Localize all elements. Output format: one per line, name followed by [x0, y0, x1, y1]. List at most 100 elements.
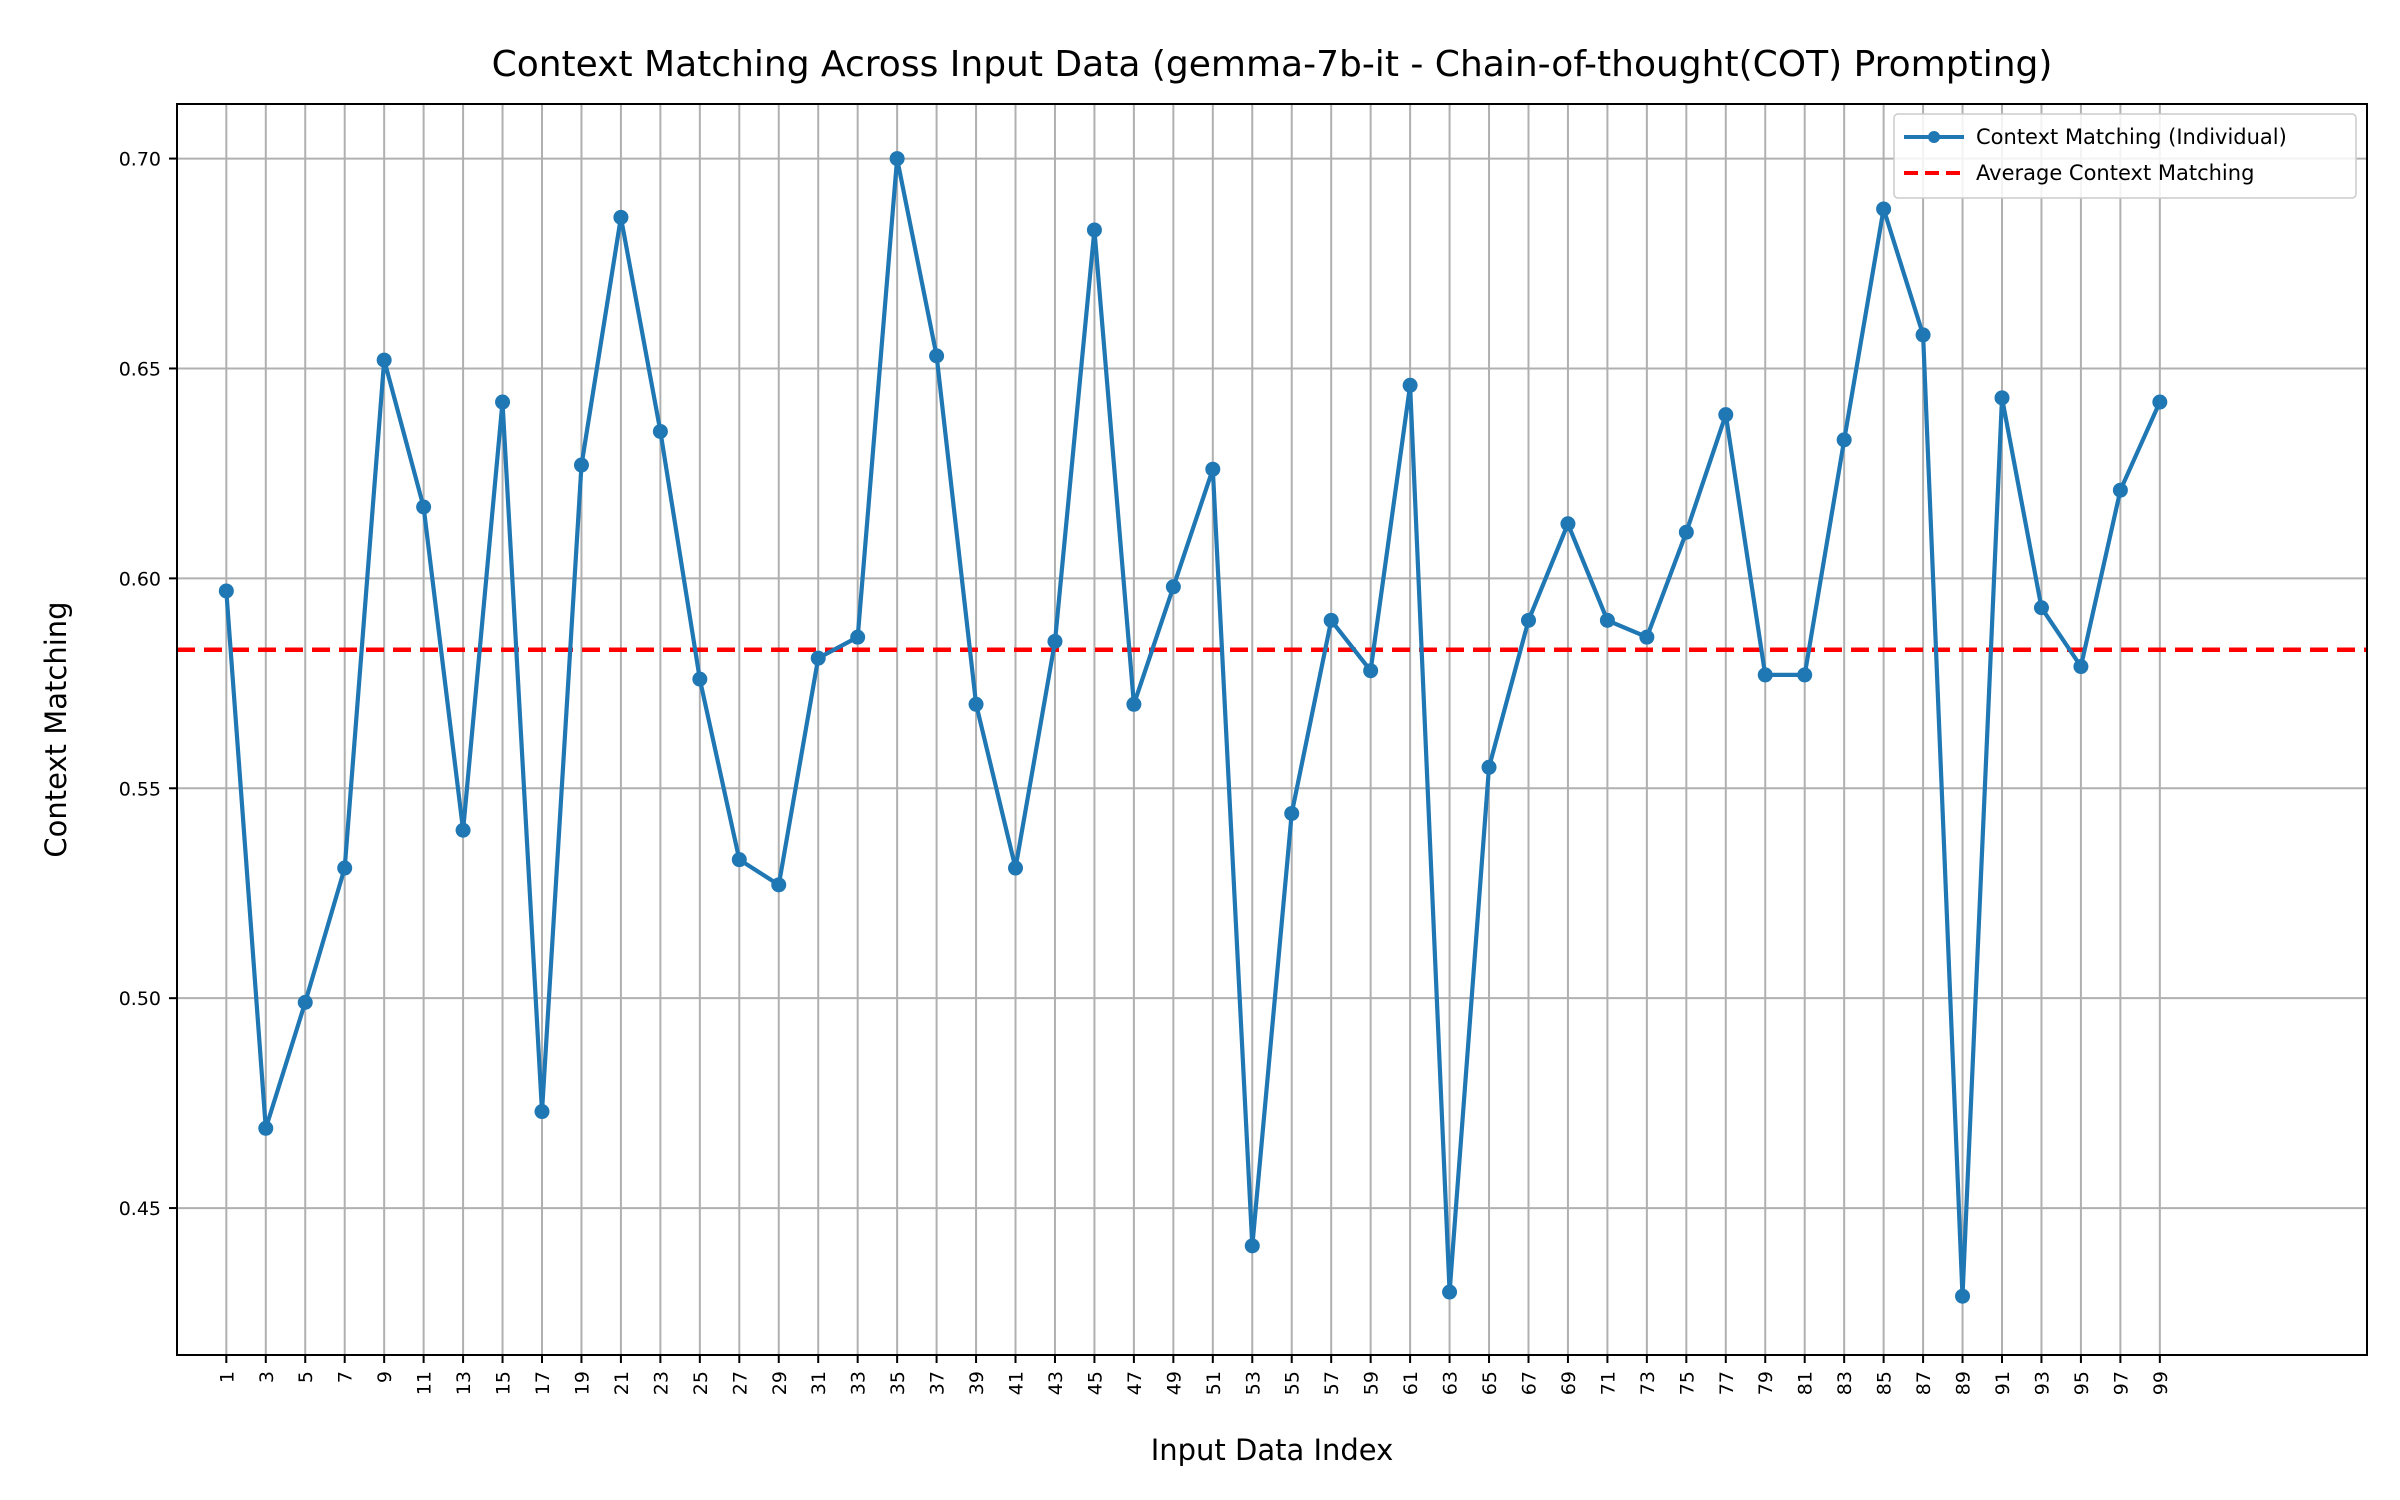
x-tick-label: 41: [1006, 1371, 1028, 1395]
data-point: [810, 650, 826, 666]
x-tick-label: 69: [1558, 1371, 1580, 1395]
data-point: [376, 352, 392, 368]
data-point: [1718, 407, 1734, 423]
x-tick-label: 59: [1361, 1371, 1383, 1395]
y-tick-label: 0.60: [119, 568, 161, 590]
legend-marker-individual: [1928, 131, 1940, 143]
y-tick-label: 0.70: [119, 149, 161, 171]
x-tick-label: 3: [256, 1371, 278, 1383]
data-point: [534, 1104, 550, 1120]
x-tick-label: 43: [1045, 1371, 1067, 1395]
x-tick-label: 79: [1755, 1371, 1777, 1395]
y-tick-label: 0.50: [119, 988, 161, 1010]
legend-label-individual: Context Matching (Individual): [1976, 125, 2287, 149]
data-point: [1284, 805, 1300, 821]
data-point: [692, 671, 708, 687]
data-point: [889, 151, 905, 167]
x-tick-label: 47: [1124, 1371, 1146, 1395]
x-tick-label: 77: [1716, 1371, 1738, 1395]
x-tick-label: 33: [848, 1371, 870, 1395]
data-point: [613, 209, 629, 225]
data-point: [1915, 327, 1931, 343]
y-tick-label: 0.65: [119, 358, 161, 380]
data-point: [455, 822, 471, 838]
x-tick-label: 67: [1518, 1371, 1540, 1395]
grid-lines: [177, 104, 2367, 1355]
x-tick-label: 95: [2071, 1371, 2093, 1395]
data-point: [1244, 1238, 1260, 1254]
x-tick-label: 1: [216, 1371, 238, 1383]
axis-ticks: 1 3 5 7 9 11 13 15 17 19 21 23 25 27 29 31 33 35 37 39 41 43 4…: [119, 149, 2172, 1396]
x-tick-label: 51: [1203, 1371, 1225, 1395]
x-tick-label: 57: [1321, 1371, 1343, 1395]
x-tick-label: 25: [690, 1371, 712, 1395]
data-point: [771, 877, 787, 893]
x-tick-label: 11: [414, 1371, 436, 1395]
data-point: [1678, 524, 1694, 540]
legend-label-average: Average Context Matching: [1976, 161, 2254, 185]
x-tick-label: 17: [532, 1371, 554, 1395]
data-point: [1205, 461, 1221, 477]
data-point: [652, 423, 668, 439]
data-point: [1481, 759, 1497, 775]
x-tick-label: 19: [571, 1371, 593, 1395]
x-tick-label: 15: [493, 1371, 515, 1395]
data-point: [1165, 579, 1181, 595]
x-tick-label: 73: [1637, 1371, 1659, 1395]
x-tick-label: 93: [2031, 1371, 2053, 1395]
data-point: [1086, 222, 1102, 238]
x-tick-label: 91: [1992, 1371, 2014, 1395]
data-point: [1797, 667, 1813, 683]
x-tick-label: 61: [1400, 1371, 1422, 1395]
x-tick-label: 37: [927, 1371, 949, 1395]
x-tick-label: 45: [1084, 1371, 1106, 1395]
x-tick-label: 23: [650, 1371, 672, 1395]
x-tick-label: 39: [966, 1371, 988, 1395]
x-tick-label: 83: [1834, 1371, 1856, 1395]
x-tick-label: 35: [887, 1371, 909, 1395]
legend-box: [1893, 113, 2357, 199]
data-point: [1876, 201, 1892, 217]
x-tick-label: 85: [1874, 1371, 1896, 1395]
data-point: [1560, 516, 1576, 532]
data-point: [850, 629, 866, 645]
x-tick-label: 29: [769, 1371, 791, 1395]
series-line-individual: [224, 156, 2162, 1299]
data-point: [218, 583, 234, 599]
plot-frame: [176, 103, 2368, 1356]
data-point: [1639, 629, 1655, 645]
data-point: [1836, 432, 1852, 448]
x-tick-label: 7: [335, 1371, 357, 1383]
x-tick-label: 71: [1597, 1371, 1619, 1395]
data-point: [968, 696, 984, 712]
x-tick-label: 99: [2150, 1371, 2172, 1395]
data-point: [2152, 394, 2168, 410]
y-tick-label: 0.45: [119, 1198, 161, 1220]
data-point: [573, 457, 589, 473]
chart-title: Context Matching Across Input Data (gemm…: [492, 44, 2053, 85]
data-point: [2033, 600, 2049, 616]
data-point: [1008, 860, 1024, 876]
data-point: [1047, 633, 1063, 649]
x-tick-label: 5: [295, 1371, 317, 1383]
data-point: [1599, 612, 1615, 628]
data-point: [1955, 1288, 1971, 1304]
data-point: [1520, 612, 1536, 628]
data-point: [258, 1120, 274, 1136]
data-point: [731, 852, 747, 868]
data-point: [1363, 663, 1379, 679]
x-tick-label: 81: [1795, 1371, 1817, 1395]
legend: Context Matching (Individual) Average Co…: [1893, 113, 2357, 199]
x-tick-label: 75: [1676, 1371, 1698, 1395]
x-tick-label: 9: [374, 1371, 396, 1383]
x-tick-label: 55: [1282, 1371, 1304, 1395]
series-layer: [218, 151, 2168, 1304]
x-tick-label: 89: [1953, 1371, 1975, 1395]
data-point: [1323, 612, 1339, 628]
x-axis-title: Input Data Index: [1151, 1433, 1394, 1467]
y-axis-title: Context Matching: [39, 601, 73, 857]
data-point: [337, 860, 353, 876]
